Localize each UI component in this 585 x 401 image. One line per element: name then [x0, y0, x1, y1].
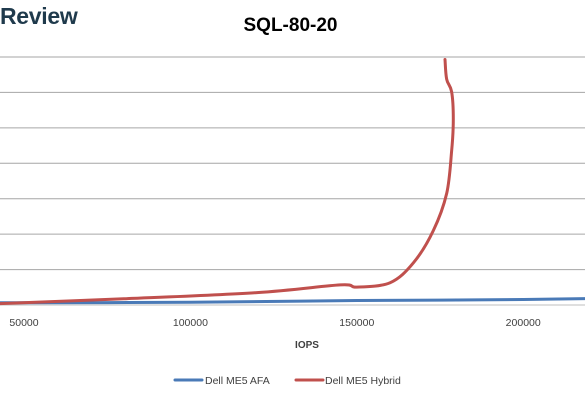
x-tick-label: 200000	[506, 317, 541, 329]
series-line-hybrid	[0, 58, 455, 306]
legend-item-afa-label: Dell ME5 AFA	[205, 375, 270, 387]
x-tick-label: 50000	[9, 317, 38, 329]
x-tick-label: 100000	[173, 317, 208, 329]
x-axis: 5000010000015000020000025000030000035000…	[9, 317, 541, 329]
chart-title-text: SQL-80-20	[243, 15, 338, 36]
legend: Dell ME5 AFA Dell ME5 Hybrid	[173, 375, 401, 387]
chart-title: SQL-80-20	[0, 15, 585, 37]
legend-item-hybrid-label: Dell ME5 Hybrid	[325, 375, 401, 387]
series-line-afa	[0, 297, 585, 305]
brand-logo-text: Review	[0, 3, 78, 29]
gridlines	[0, 56, 585, 306]
x-tick-label: 150000	[339, 317, 374, 329]
series-layer	[0, 58, 585, 306]
x-axis-title: IOPS	[295, 340, 319, 351]
